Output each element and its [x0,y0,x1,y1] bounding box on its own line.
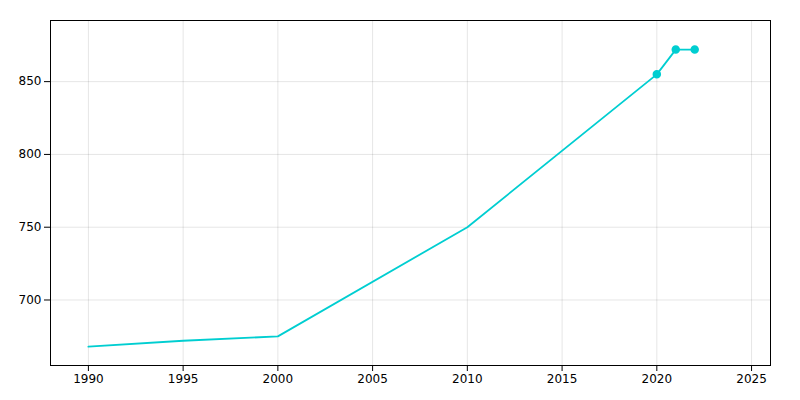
svg-text:2025: 2025 [736,372,767,386]
svg-text:2015: 2015 [547,372,578,386]
svg-text:1995: 1995 [168,372,199,386]
svg-text:2000: 2000 [263,372,294,386]
svg-text:700: 700 [19,293,42,307]
svg-text:800: 800 [19,147,42,161]
svg-text:1990: 1990 [73,372,104,386]
svg-text:2010: 2010 [452,372,483,386]
svg-text:750: 750 [19,220,42,234]
svg-text:2005: 2005 [357,372,388,386]
svg-text:850: 850 [19,74,42,88]
svg-text:2020: 2020 [642,372,673,386]
